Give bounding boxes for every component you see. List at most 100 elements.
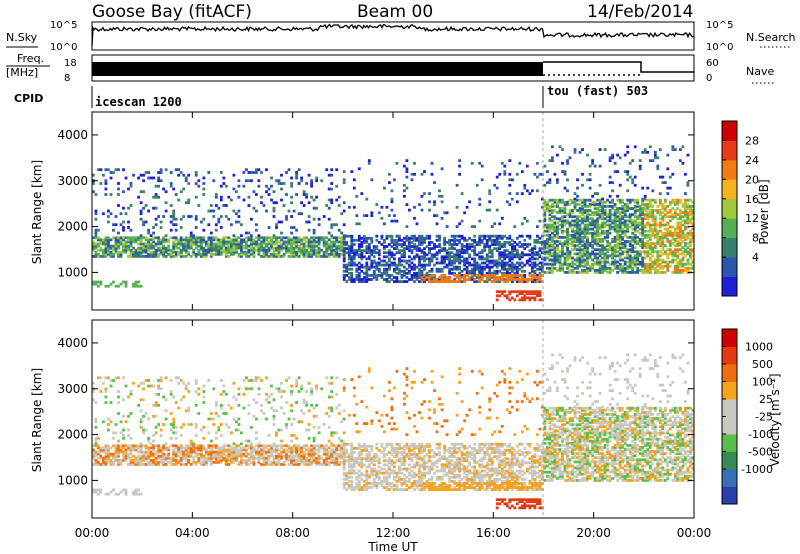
velocity-cell [94,463,98,466]
power-cell [648,236,652,239]
velocity-cell [142,398,146,402]
power-cell [393,267,396,271]
power-cell [152,226,156,229]
velocity-cell [172,463,176,466]
power-cell [370,241,374,244]
power-cell [676,207,680,210]
power-cell [317,248,321,252]
power-cell [616,231,620,235]
power-cell [440,259,444,263]
power-cell [495,294,499,298]
power-cell [493,261,497,265]
power-cell [686,266,690,270]
power-cell [290,201,294,205]
power-cell [345,247,349,250]
power-cell [505,274,509,277]
velocity-cell [255,456,258,460]
power-cell [581,271,584,274]
power-cell [551,205,554,208]
power-cell [568,233,572,237]
power-cell [154,206,158,210]
power-cell [613,205,617,208]
power-cell [533,276,537,279]
power-cell [596,213,600,217]
power-cell [430,267,434,271]
velocity-cell [257,444,261,448]
power-cell [418,203,421,206]
power-cell [623,233,627,237]
velocity-cell [112,488,115,492]
power-cell [470,263,474,267]
power-cell [433,243,436,246]
power-cell [566,200,569,204]
power-cell [270,242,273,246]
power-cell [596,271,600,274]
velocity-cell [217,446,221,450]
power-cell [588,217,592,221]
power-cell [445,280,449,283]
power-cell [631,240,635,243]
power-cell [122,206,125,210]
power-cell [598,164,602,168]
power-cell [322,215,326,218]
power-cell [312,236,316,240]
power-cell [663,223,667,227]
power-cell [510,274,514,277]
power-cell [596,269,600,272]
power-cell [134,284,138,288]
power-cell [144,248,148,252]
power-cell [433,255,436,259]
power-cell [531,267,534,271]
velocity-cell [267,444,271,448]
power-cell [651,219,655,223]
power-cell [350,267,354,271]
velocity-cell [174,431,178,435]
power-cell [618,238,622,241]
power-cell [668,203,672,206]
power-cell [132,252,135,256]
power-cell [375,247,379,250]
power-cell [448,271,452,275]
power-cell [661,181,665,184]
power-cell [691,248,695,252]
power-cell [272,252,276,256]
velocity-cell [214,460,218,464]
velocity-cell [137,463,141,466]
power-cell [623,209,627,212]
power-cell [317,223,321,227]
power-cell [242,171,246,174]
power-cell [498,234,502,238]
velocity-cell [109,458,113,462]
power-cell [430,172,434,176]
power-cell [458,265,462,269]
power-cell [490,276,494,279]
power-cell [658,192,662,195]
power-cell [608,213,612,217]
power-cell [312,217,316,221]
power-cell [498,245,502,248]
power-cell [621,252,625,256]
power-cell [119,238,123,242]
power-cell [129,242,133,246]
power-cell [643,264,647,268]
power-cell [563,219,567,223]
power-cell [641,258,645,262]
power-cell [465,238,469,242]
power-cell [222,238,226,242]
power-cell [500,267,504,271]
power-cell [212,179,216,183]
power-cell [578,225,582,229]
y-tick-label: 3000 [57,174,88,188]
power-cell [403,274,406,277]
power-cell [503,164,507,168]
power-cell [668,240,672,243]
power-cell [633,258,637,262]
power-cell [154,250,158,254]
power-cell [538,294,542,298]
power-cell [425,236,429,240]
power-cell [566,271,569,274]
power-cell [184,250,188,254]
power-cell [189,231,193,235]
power-cell [428,247,431,250]
power-cell [520,276,524,279]
